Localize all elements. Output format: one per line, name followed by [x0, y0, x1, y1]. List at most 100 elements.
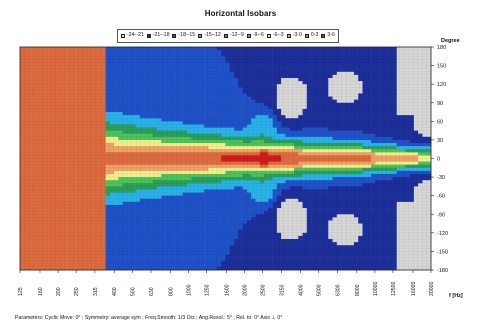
heatmap-cell	[97, 158, 102, 162]
heatmap-cell	[221, 59, 226, 63]
heatmap-cell	[28, 214, 34, 218]
heatmap-cell	[135, 118, 141, 122]
heatmap-cell	[264, 102, 269, 107]
heatmap-cell	[144, 183, 149, 187]
heatmap-cell	[268, 84, 273, 88]
heatmap-cell	[41, 152, 46, 156]
heatmap-cell	[32, 214, 38, 218]
heatmap-cell	[84, 127, 89, 131]
heatmap-cell	[152, 204, 158, 209]
heatmap-cell	[127, 161, 132, 165]
heatmap-cell	[127, 263, 132, 268]
heatmap-cell	[294, 146, 299, 150]
heatmap-cell	[58, 158, 64, 162]
heatmap-cell	[92, 71, 98, 76]
heatmap-cell	[135, 108, 141, 113]
heatmap-cell	[281, 53, 286, 57]
heatmap-cell	[298, 208, 303, 212]
heatmap-cell	[32, 121, 38, 125]
heatmap-cell	[281, 155, 286, 159]
heatmap-cell	[238, 186, 243, 190]
heatmap-cell	[259, 266, 265, 271]
heatmap-cell	[71, 173, 76, 178]
heatmap-cell	[118, 214, 123, 218]
heatmap-cell	[272, 127, 278, 131]
heatmap-cell	[165, 74, 171, 79]
heatmap-cell	[41, 93, 46, 97]
heatmap-cell	[67, 183, 72, 187]
heatmap-cell	[58, 204, 64, 209]
heatmap-cell	[246, 198, 252, 203]
heatmap-cell	[75, 248, 81, 252]
heatmap-cell	[191, 62, 196, 66]
heatmap-cell	[118, 102, 123, 107]
heatmap-cell	[32, 118, 38, 122]
heatmap-cell	[161, 87, 166, 91]
heatmap-cell	[67, 208, 72, 212]
heatmap-cell	[221, 130, 226, 134]
heatmap-cell	[118, 143, 123, 147]
heatmap-cell	[251, 245, 256, 249]
heatmap-cell	[199, 65, 205, 69]
heatmap-cell	[71, 74, 76, 79]
heatmap-cell	[118, 170, 123, 175]
heatmap-cell	[49, 152, 55, 156]
heatmap-cell	[178, 115, 183, 119]
heatmap-cell	[234, 59, 239, 63]
heatmap-cell	[174, 118, 179, 122]
heatmap-cell	[311, 183, 316, 187]
heatmap-cell	[298, 143, 303, 147]
heatmap-cell	[221, 90, 226, 94]
heatmap-cell	[75, 177, 81, 181]
heatmap-cell	[264, 232, 269, 237]
heatmap-cell	[276, 65, 282, 69]
heatmap-cell	[281, 214, 286, 218]
heatmap-cell	[152, 254, 158, 258]
heatmap-cell	[62, 87, 68, 91]
heatmap-cell	[182, 56, 188, 60]
heatmap-cell	[79, 93, 85, 97]
heatmap-cell	[92, 177, 98, 181]
heatmap-cell	[45, 186, 51, 190]
heatmap-cell	[20, 65, 25, 69]
heatmap-cell	[28, 263, 34, 268]
heatmap-cell	[24, 263, 29, 268]
heatmap-cell	[212, 74, 218, 79]
heatmap-cell	[139, 214, 145, 218]
heatmap-cell	[161, 245, 166, 249]
heatmap-cell	[242, 146, 248, 150]
heatmap-cell	[212, 242, 218, 246]
heatmap-cell	[139, 183, 145, 187]
heatmap-cell	[229, 183, 235, 187]
heatmap-cell	[255, 149, 260, 153]
heatmap-cell	[37, 146, 42, 150]
heatmap-cell	[259, 251, 265, 255]
heatmap-cell	[242, 232, 248, 237]
heatmap-cell	[174, 239, 179, 243]
heatmap-cell	[225, 84, 231, 88]
heatmap-cell	[122, 130, 128, 134]
heatmap-cell	[101, 211, 106, 215]
heatmap-cell	[191, 124, 196, 128]
heatmap-cell	[259, 239, 265, 243]
heatmap-cell	[148, 90, 153, 94]
heatmap-cell	[191, 254, 196, 258]
heatmap-cell	[75, 115, 81, 119]
heatmap-cell	[79, 251, 85, 255]
heatmap-cell	[88, 204, 94, 209]
heatmap-cell	[97, 208, 102, 212]
heatmap-cell	[195, 112, 201, 116]
heatmap-cell	[20, 133, 25, 138]
heatmap-cell	[148, 167, 153, 172]
heatmap-cell	[178, 136, 183, 141]
heatmap-cell	[199, 239, 205, 243]
heatmap-cell	[225, 242, 231, 246]
heatmap-cell	[49, 164, 55, 169]
heatmap-cell	[58, 217, 64, 221]
heatmap-cell	[311, 62, 316, 66]
heatmap-cell	[174, 65, 179, 69]
heatmap-cell	[67, 232, 72, 237]
heatmap-cell	[268, 127, 273, 131]
heatmap-cell	[139, 149, 145, 153]
heatmap-cell	[92, 68, 98, 73]
